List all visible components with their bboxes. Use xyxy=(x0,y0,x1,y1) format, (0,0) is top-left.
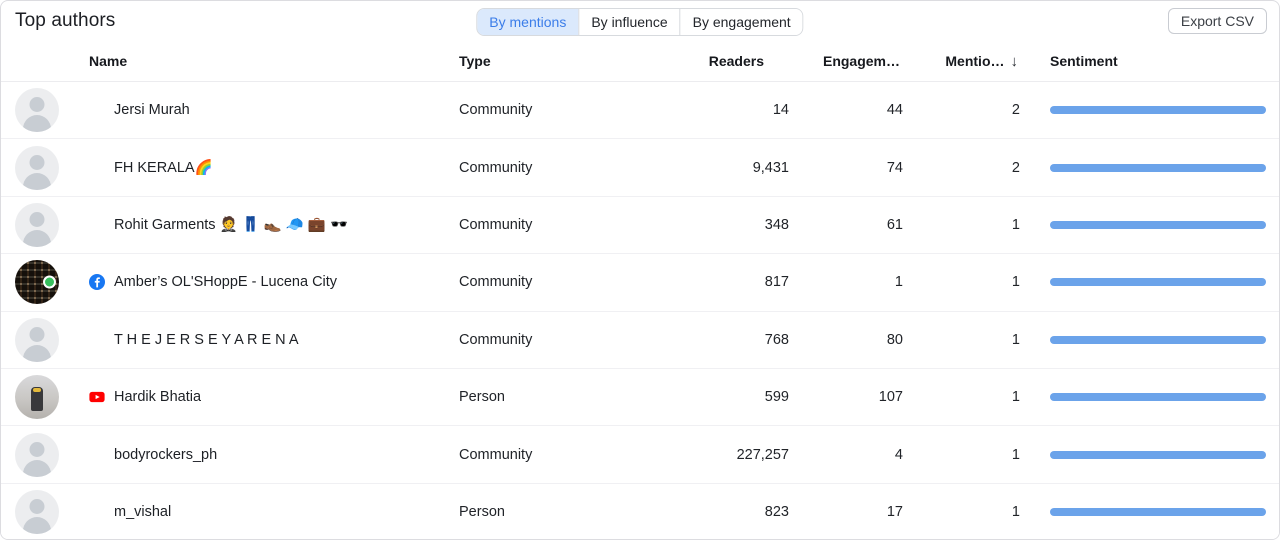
author-name[interactable]: Rohit Garments 🤵 👖 👞 🧢 💼 🕶️ xyxy=(114,217,349,234)
export-csv-button[interactable]: Export CSV xyxy=(1167,8,1267,34)
author-avatar xyxy=(15,260,59,305)
readers-value: 348 xyxy=(764,216,789,233)
mentions-value: 1 xyxy=(1011,331,1020,348)
engagement-value: 80 xyxy=(886,331,903,348)
page-title: Top authors xyxy=(15,10,116,31)
mentions-value: 1 xyxy=(1011,389,1020,406)
author-name[interactable]: FH KERALA🌈 xyxy=(114,160,213,177)
instagram-icon xyxy=(89,331,105,348)
author-avatar xyxy=(15,88,59,133)
mentions-value: 1 xyxy=(1011,504,1020,521)
sentiment-bar xyxy=(1050,278,1266,287)
author-avatar xyxy=(15,317,59,362)
table-row[interactable]: Jersi Murah Community 14 44 2 xyxy=(1,82,1279,140)
sentiment-bar xyxy=(1050,163,1266,172)
author-type: Community xyxy=(459,331,533,348)
author-type: Person xyxy=(459,389,505,406)
author-name[interactable]: Amber’s OL'SHoppE - Lucena City xyxy=(114,274,338,291)
instagram-icon xyxy=(89,102,105,119)
sentiment-bar xyxy=(1050,450,1266,459)
sort-descending-icon: ↓ xyxy=(1010,52,1019,70)
author-name[interactable]: T H E J E R S E Y A R E N A xyxy=(114,331,299,348)
instagram-icon xyxy=(89,216,105,233)
sentiment-bar xyxy=(1050,393,1266,402)
author-avatar xyxy=(15,145,59,190)
engagement-value: 74 xyxy=(886,159,903,176)
readers-value: 14 xyxy=(772,102,789,119)
tab-by-engagement[interactable]: By engagement xyxy=(679,9,803,35)
column-header-readers[interactable]: Readers xyxy=(708,53,764,69)
authors-table-body: Jersi Murah Community 14 44 2 xyxy=(1,82,1279,539)
readers-value: 823 xyxy=(764,504,789,521)
sentiment-bar xyxy=(1050,106,1266,115)
readers-value: 9,431 xyxy=(752,159,789,176)
author-type: Community xyxy=(459,274,533,291)
table-row[interactable]: m_vishal Person 823 17 1 xyxy=(1,483,1279,539)
instagram-icon xyxy=(89,446,105,463)
mentions-value: 1 xyxy=(1011,446,1020,463)
table-row[interactable]: Amber’s OL'SHoppE - Lucena City Communit… xyxy=(1,254,1279,312)
mentions-value: 2 xyxy=(1011,102,1020,119)
author-avatar xyxy=(15,490,59,535)
facebook-icon xyxy=(89,274,105,291)
column-header-name: Name xyxy=(89,53,128,69)
mentions-value: 1 xyxy=(1011,216,1020,233)
author-type: Community xyxy=(459,216,533,233)
author-ranking-tabs: By mentions By influence By engagement xyxy=(476,8,804,36)
table-row[interactable]: T H E J E R S E Y A R E N A Community 76… xyxy=(1,311,1279,369)
sentiment-bar xyxy=(1050,335,1266,344)
engagement-value: 107 xyxy=(878,389,903,406)
author-avatar xyxy=(15,375,59,420)
panel-header: Top authors By mentions By influence By … xyxy=(1,1,1279,41)
table-row[interactable]: Rohit Garments 🤵 👖 👞 🧢 💼 🕶️ Community 34… xyxy=(1,196,1279,255)
sentiment-bar xyxy=(1050,220,1266,229)
tab-by-mentions[interactable]: By mentions xyxy=(477,9,579,35)
author-type: Community xyxy=(459,446,533,463)
engagement-value: 1 xyxy=(894,274,903,291)
author-name[interactable]: m_vishal xyxy=(114,504,172,521)
author-name[interactable]: Hardik Bhatia xyxy=(114,389,202,406)
mentions-value: 2 xyxy=(1011,159,1020,176)
instagram-icon xyxy=(89,504,105,521)
author-type: Community xyxy=(459,159,533,176)
readers-value: 599 xyxy=(764,389,789,406)
column-header-mentions-label: Mentio… xyxy=(945,53,1005,69)
youtube-icon xyxy=(89,389,105,405)
table-row[interactable]: bodyrockers_ph Community 227,257 4 1 xyxy=(1,426,1279,484)
tab-by-influence[interactable]: By influence xyxy=(578,9,680,35)
sentiment-bar xyxy=(1050,508,1266,517)
engagement-value: 17 xyxy=(886,504,903,521)
instagram-icon xyxy=(89,159,105,176)
column-header-type: Type xyxy=(459,53,491,69)
mentions-value: 1 xyxy=(1011,274,1020,291)
column-header-mentions[interactable]: Mentio… ↓ xyxy=(903,53,1020,70)
author-type: Person xyxy=(459,504,505,521)
column-header-engagement[interactable]: Engagem… xyxy=(822,53,900,69)
author-type: Community xyxy=(459,102,533,119)
author-name[interactable]: Jersi Murah xyxy=(114,102,190,119)
engagement-value: 61 xyxy=(886,216,903,233)
readers-value: 227,257 xyxy=(736,446,789,463)
column-header-sentiment: Sentiment xyxy=(1050,53,1118,69)
engagement-value: 44 xyxy=(886,102,903,119)
author-avatar xyxy=(15,202,59,247)
table-row[interactable]: FH KERALA🌈 Community 9,431 74 2 xyxy=(1,139,1279,197)
engagement-value: 4 xyxy=(894,446,903,463)
readers-value: 768 xyxy=(764,331,789,348)
author-name[interactable]: bodyrockers_ph xyxy=(114,446,218,463)
readers-value: 817 xyxy=(764,274,789,291)
table-header-row: Name Type Readers Engagem… Mentio… ↓ Sen… xyxy=(1,41,1279,82)
table-row[interactable]: Hardik Bhatia Person 599 107 1 xyxy=(1,368,1279,427)
author-avatar xyxy=(15,432,59,477)
